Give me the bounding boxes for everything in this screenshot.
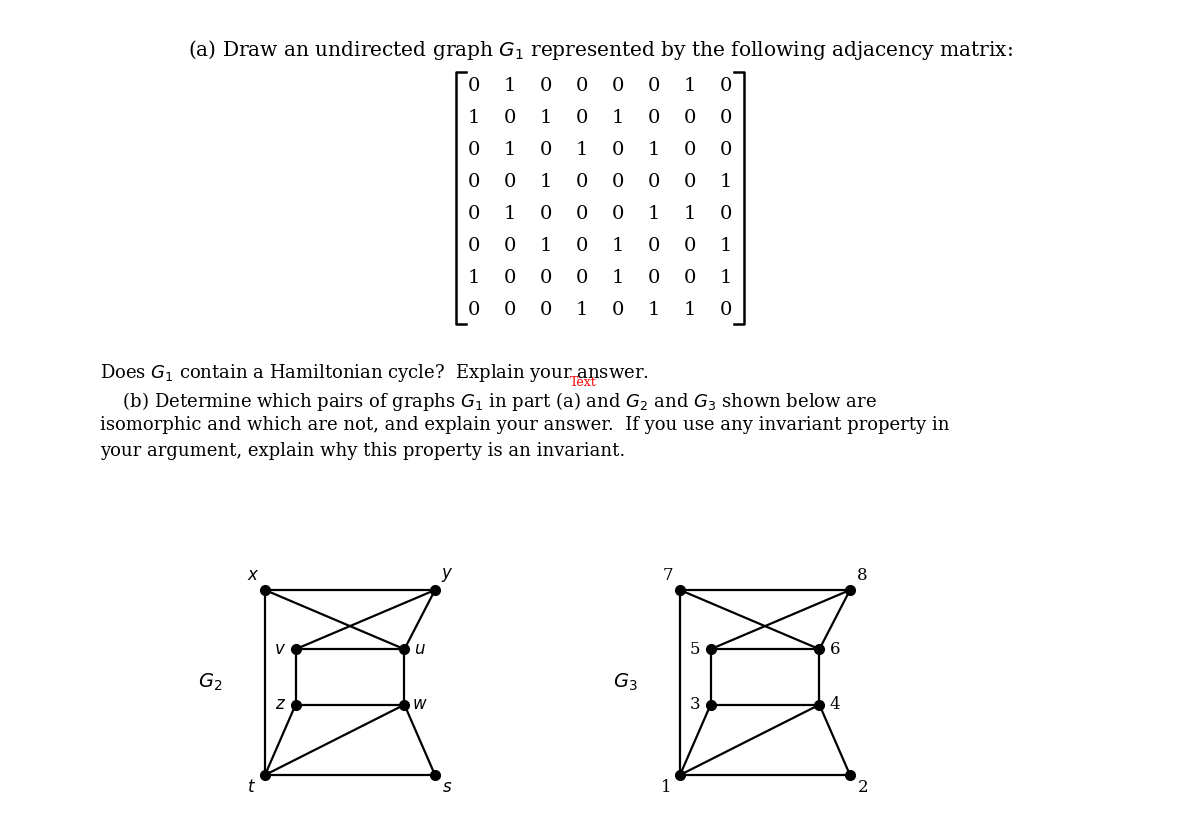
Text: 0: 0 — [468, 77, 480, 95]
Text: 1: 1 — [612, 109, 624, 127]
Text: 1: 1 — [468, 269, 480, 287]
Text: (a) Draw an undirected graph $G_1$ represented by the following adjacency matrix: (a) Draw an undirected graph $G_1$ repre… — [187, 38, 1013, 62]
Text: $t$: $t$ — [247, 780, 256, 796]
Text: 1: 1 — [540, 237, 552, 255]
Text: 0: 0 — [576, 77, 588, 95]
Text: 0: 0 — [648, 269, 660, 287]
Text: 1: 1 — [684, 77, 696, 95]
Text: 0: 0 — [576, 237, 588, 255]
Text: 0: 0 — [648, 77, 660, 95]
Text: 8: 8 — [857, 567, 868, 584]
Text: 1: 1 — [661, 780, 672, 796]
Text: 1: 1 — [540, 173, 552, 191]
Text: 0: 0 — [504, 109, 516, 127]
Text: 1: 1 — [720, 269, 732, 287]
Text: 0: 0 — [540, 301, 552, 319]
Text: 0: 0 — [612, 173, 624, 191]
Text: $v$: $v$ — [275, 641, 287, 658]
Text: 0: 0 — [612, 301, 624, 319]
Text: 0: 0 — [576, 109, 588, 127]
Text: 7: 7 — [662, 567, 673, 584]
Text: isomorphic and which are not, and explain your answer.  If you use any invariant: isomorphic and which are not, and explai… — [100, 416, 949, 434]
Text: 0: 0 — [504, 301, 516, 319]
Text: 1: 1 — [684, 205, 696, 223]
Text: 0: 0 — [540, 205, 552, 223]
Text: 0: 0 — [612, 205, 624, 223]
Text: 0: 0 — [576, 205, 588, 223]
Text: 0: 0 — [540, 269, 552, 287]
Text: 0: 0 — [612, 141, 624, 159]
Text: $y$: $y$ — [440, 566, 454, 584]
Text: 0: 0 — [648, 237, 660, 255]
Text: 0: 0 — [684, 109, 696, 127]
Text: $u$: $u$ — [414, 641, 426, 658]
Text: 0: 0 — [684, 173, 696, 191]
Text: 0: 0 — [504, 237, 516, 255]
Text: Does $G_1$ contain a Hamiltonian cycle?  Explain your answer.: Does $G_1$ contain a Hamiltonian cycle? … — [100, 362, 649, 384]
Text: 1: 1 — [648, 301, 660, 319]
Text: 0: 0 — [648, 173, 660, 191]
Text: 5: 5 — [690, 641, 701, 658]
Text: 1: 1 — [648, 205, 660, 223]
Text: 0: 0 — [720, 141, 732, 159]
Text: $x$: $x$ — [247, 567, 259, 584]
Text: 1: 1 — [576, 301, 588, 319]
Text: 0: 0 — [720, 205, 732, 223]
Text: 1: 1 — [504, 205, 516, 223]
Text: 2: 2 — [858, 780, 869, 796]
Text: 6: 6 — [829, 641, 840, 658]
Text: 1: 1 — [684, 301, 696, 319]
Text: 0: 0 — [612, 77, 624, 95]
Text: 3: 3 — [690, 696, 701, 713]
Text: 1: 1 — [468, 109, 480, 127]
Text: your argument, explain why this property is an invariant.: your argument, explain why this property… — [100, 442, 625, 460]
Text: Text: Text — [570, 376, 596, 389]
Text: 0: 0 — [576, 173, 588, 191]
Text: $G_3$: $G_3$ — [613, 672, 637, 693]
Text: 0: 0 — [540, 141, 552, 159]
Text: 1: 1 — [576, 141, 588, 159]
Text: 1: 1 — [504, 141, 516, 159]
Text: $w$: $w$ — [412, 696, 427, 713]
Text: 1: 1 — [720, 237, 732, 255]
Text: 0: 0 — [504, 269, 516, 287]
Text: 1: 1 — [612, 237, 624, 255]
Text: 0: 0 — [720, 109, 732, 127]
Text: 0: 0 — [648, 109, 660, 127]
Text: 1: 1 — [720, 173, 732, 191]
Text: $z$: $z$ — [275, 696, 286, 713]
Text: 1: 1 — [612, 269, 624, 287]
Text: 0: 0 — [468, 173, 480, 191]
Text: $G_2$: $G_2$ — [198, 672, 222, 693]
Text: 0: 0 — [576, 269, 588, 287]
Text: 1: 1 — [504, 77, 516, 95]
Text: 1: 1 — [540, 109, 552, 127]
Text: 0: 0 — [540, 77, 552, 95]
Text: 0: 0 — [684, 237, 696, 255]
Text: 0: 0 — [720, 301, 732, 319]
Text: 0: 0 — [468, 301, 480, 319]
Text: 0: 0 — [468, 141, 480, 159]
Text: 0: 0 — [504, 173, 516, 191]
Text: 0: 0 — [468, 205, 480, 223]
Text: 4: 4 — [829, 696, 840, 713]
Text: 0: 0 — [468, 237, 480, 255]
Text: $s$: $s$ — [442, 780, 452, 796]
Text: 0: 0 — [720, 77, 732, 95]
Text: 0: 0 — [684, 141, 696, 159]
Text: 1: 1 — [648, 141, 660, 159]
Text: 0: 0 — [684, 269, 696, 287]
Text: (b) Determine which pairs of graphs $G_1$ in part (a) and $G_2$ and $G_3$ shown : (b) Determine which pairs of graphs $G_1… — [100, 390, 877, 413]
